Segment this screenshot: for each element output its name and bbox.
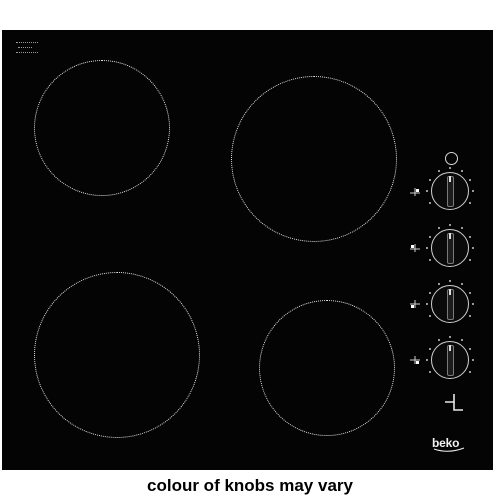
- brand-logo-text: beko: [432, 436, 459, 450]
- knob-scale-mark: [429, 235, 432, 238]
- knob-scale-mark: [449, 224, 451, 226]
- cooking-zone-back-right: [231, 76, 397, 242]
- knob-scale-mark: [468, 347, 471, 350]
- cooking-zone-back-left: [34, 272, 200, 438]
- knob-scale-mark: [429, 314, 432, 317]
- knob-scale-mark: [468, 370, 471, 373]
- knob-scale-mark: [437, 283, 440, 286]
- knob-scale-mark: [429, 178, 432, 181]
- cooking-zone-front-right: [259, 300, 395, 436]
- knob-scale-mark: [460, 227, 463, 230]
- knob-scale-mark: [429, 201, 432, 204]
- zone-position-icon: [409, 355, 421, 365]
- zone-position-icon: [409, 187, 421, 197]
- knob-scale-mark: [472, 303, 474, 305]
- knob-scale-mark: [449, 336, 451, 338]
- knob-scale-mark: [460, 339, 463, 342]
- knob-scale-mark: [468, 178, 471, 181]
- knob-scale-mark: [429, 291, 432, 294]
- knob-scale-mark: [426, 247, 428, 249]
- knob-scale-mark: [437, 227, 440, 230]
- ceramic-hob: beko: [2, 30, 493, 470]
- knob-scale-mark: [468, 258, 471, 261]
- knob-scale-mark: [426, 359, 428, 361]
- model-label-mark: [16, 42, 38, 53]
- knob-scale-mark: [429, 347, 432, 350]
- control-knob[interactable]: [431, 172, 469, 210]
- knob-scale-mark: [468, 314, 471, 317]
- brand-logo: beko: [430, 433, 470, 453]
- caption: colour of knobs may vary: [147, 476, 353, 495]
- knob-scale-mark: [437, 339, 440, 342]
- knob-scale-mark: [449, 280, 451, 282]
- zone-position-icon: [409, 299, 421, 309]
- knob-scale-mark: [460, 170, 463, 173]
- knob-scale-mark: [468, 201, 471, 204]
- child-lock-icon: [442, 390, 466, 414]
- knob-scale-mark: [472, 247, 474, 249]
- knob-scale-mark: [472, 359, 474, 361]
- knob-scale-mark: [429, 258, 432, 261]
- zone-position-icon: [409, 243, 421, 253]
- knob-scale-mark: [472, 190, 474, 192]
- power-indicator-icon: [445, 152, 458, 165]
- cooking-zone-front-left: [34, 60, 170, 196]
- knob-scale-mark: [468, 235, 471, 238]
- knob-scale-mark: [449, 167, 451, 169]
- knob-scale-mark: [468, 291, 471, 294]
- knob-scale-mark: [437, 170, 440, 173]
- control-knob[interactable]: [431, 229, 469, 267]
- control-knob[interactable]: [431, 285, 469, 323]
- control-knob[interactable]: [431, 341, 469, 379]
- knob-scale-mark: [460, 283, 463, 286]
- knob-scale-mark: [429, 370, 432, 373]
- knob-scale-mark: [426, 190, 428, 192]
- knob-scale-mark: [426, 303, 428, 305]
